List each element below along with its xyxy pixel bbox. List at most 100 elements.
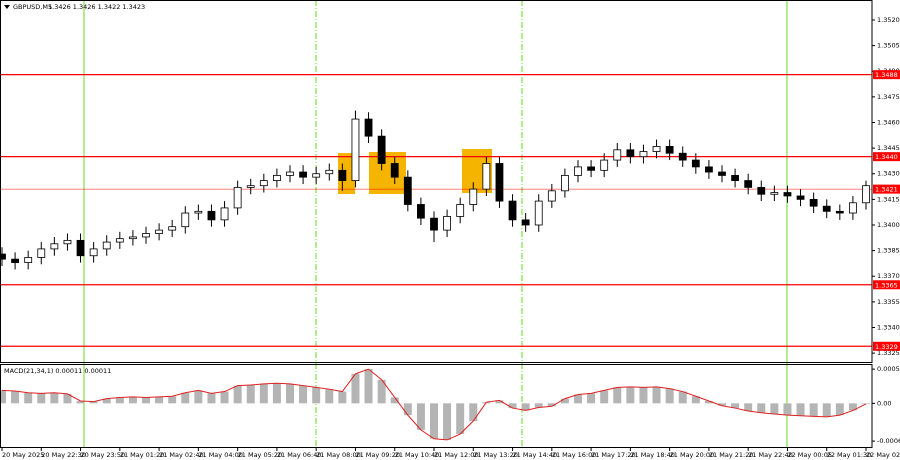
- candle-body: [783, 192, 792, 197]
- macd-bar: [600, 390, 609, 404]
- plot: [0, 74, 872, 441]
- macd-bar: [587, 393, 596, 404]
- candle-body: [76, 239, 85, 257]
- candle-body: [508, 200, 517, 221]
- x-tick-label: 20 May 22:30: [41, 451, 86, 459]
- candle-body: [600, 159, 609, 171]
- x-tick-label: 21 May 08:00: [316, 451, 361, 459]
- price-label-box: [873, 184, 900, 194]
- candle-body: [757, 187, 766, 195]
- candle-body: [129, 236, 137, 240]
- candle-body: [0, 253, 6, 260]
- candle-body: [534, 200, 543, 226]
- macd-bar: [560, 398, 569, 404]
- candle-body: [168, 226, 177, 231]
- x-tick-label: 20 May 23:50: [81, 451, 126, 459]
- x-tick-label: 21 May 14:40: [513, 451, 558, 459]
- macd-bar: [430, 403, 438, 439]
- x-tick-label: 21 May 02:40: [159, 451, 204, 459]
- candle-body: [351, 118, 360, 181]
- candle-body: [377, 135, 386, 164]
- macd-bar: [89, 401, 98, 404]
- macd-bar: [233, 385, 242, 404]
- macd-bar: [325, 389, 334, 404]
- candle-body: [443, 216, 451, 231]
- candle-body: [613, 149, 622, 161]
- macd-bar: [796, 403, 805, 416]
- macd-bar: [403, 403, 412, 416]
- x-tick-label: 21 May 20:00: [670, 451, 715, 459]
- candle-body: [63, 239, 72, 245]
- macd-bar: [744, 403, 753, 412]
- macd-bar: [443, 403, 452, 440]
- macd-bar: [207, 393, 216, 404]
- level-label: 1.3488: [875, 71, 898, 79]
- menu-icon[interactable]: [4, 5, 10, 9]
- macd-bar: [848, 403, 857, 411]
- macd-bar: [547, 403, 556, 407]
- x-tick-label: 21 May 01:20: [120, 451, 165, 459]
- macd-bar: [76, 400, 85, 404]
- price-label: 1.3421: [875, 186, 898, 194]
- macd-frame: [0, 364, 873, 448]
- candle-body: [849, 202, 857, 214]
- candle-body: [155, 229, 163, 234]
- candle-body: [220, 207, 229, 221]
- candle-body: [495, 163, 504, 202]
- candle-body: [691, 159, 700, 168]
- x-tick-label: 21 May 22:40: [748, 451, 793, 459]
- macd-bar: [272, 383, 281, 404]
- candle-body: [50, 243, 59, 250]
- macd-bar: [809, 403, 818, 417]
- macd-bar: [338, 391, 347, 404]
- candle-body: [718, 171, 726, 176]
- macd-bar: [168, 396, 177, 404]
- x-tick-label: 21 May 04:00: [198, 451, 243, 459]
- macd-bar: [495, 400, 504, 404]
- candle-body: [744, 180, 753, 188]
- macd-bar: [390, 397, 399, 404]
- macd-bar: [469, 403, 478, 422]
- macd-bar: [665, 388, 674, 404]
- candle-body: [809, 198, 818, 207]
- highlight-zone: [369, 152, 406, 194]
- candle-body: [862, 185, 870, 204]
- macd-bar: [626, 386, 635, 404]
- candle-body: [403, 176, 412, 205]
- quote: 1.3426 1.3426 1.3422 1.3423: [48, 3, 145, 11]
- macd-bar: [613, 387, 622, 404]
- level-label: 1.3365: [875, 281, 898, 289]
- candle-body: [207, 210, 216, 221]
- y-tick-label: 1.3505: [877, 42, 900, 50]
- macd-bar: [50, 392, 59, 404]
- macd-bar: [416, 403, 425, 430]
- x-tick-label: 22 May 01:30: [827, 451, 872, 459]
- candle-body: [89, 248, 98, 257]
- macd-bar: [115, 397, 124, 404]
- macd-bar: [704, 400, 713, 404]
- y-tick-label: 1.3415: [877, 195, 900, 203]
- macd-bar: [783, 403, 792, 416]
- candle-body: [665, 146, 674, 154]
- macd-bar: [11, 390, 20, 404]
- y-tick-label: 1.3355: [877, 298, 900, 306]
- y-tick-label: 1.3475: [877, 93, 900, 101]
- candle-body: [796, 195, 805, 200]
- y-tick-label: -0.00064: [877, 437, 900, 445]
- macd-bar: [286, 383, 294, 404]
- candle-body: [259, 180, 268, 187]
- candle-body: [469, 188, 478, 205]
- chart-title: GBPUSD,M5: [13, 3, 52, 11]
- y-tick-label: 1.3385: [877, 247, 900, 255]
- level-label-box: [873, 341, 900, 351]
- y-tick-label: 1.3430: [877, 170, 900, 178]
- macd-bar: [128, 396, 137, 404]
- candle-body: [652, 146, 661, 152]
- level-label-box: [873, 70, 900, 80]
- candle-body: [626, 149, 635, 158]
- x-tick-label: 21 May 05:20: [238, 451, 283, 459]
- x-tick-label: 22 May 00:05: [787, 451, 832, 459]
- macd-bar: [102, 398, 111, 404]
- x-tick-label: 21 May 06:40: [277, 451, 322, 459]
- main-frame: [0, 0, 873, 363]
